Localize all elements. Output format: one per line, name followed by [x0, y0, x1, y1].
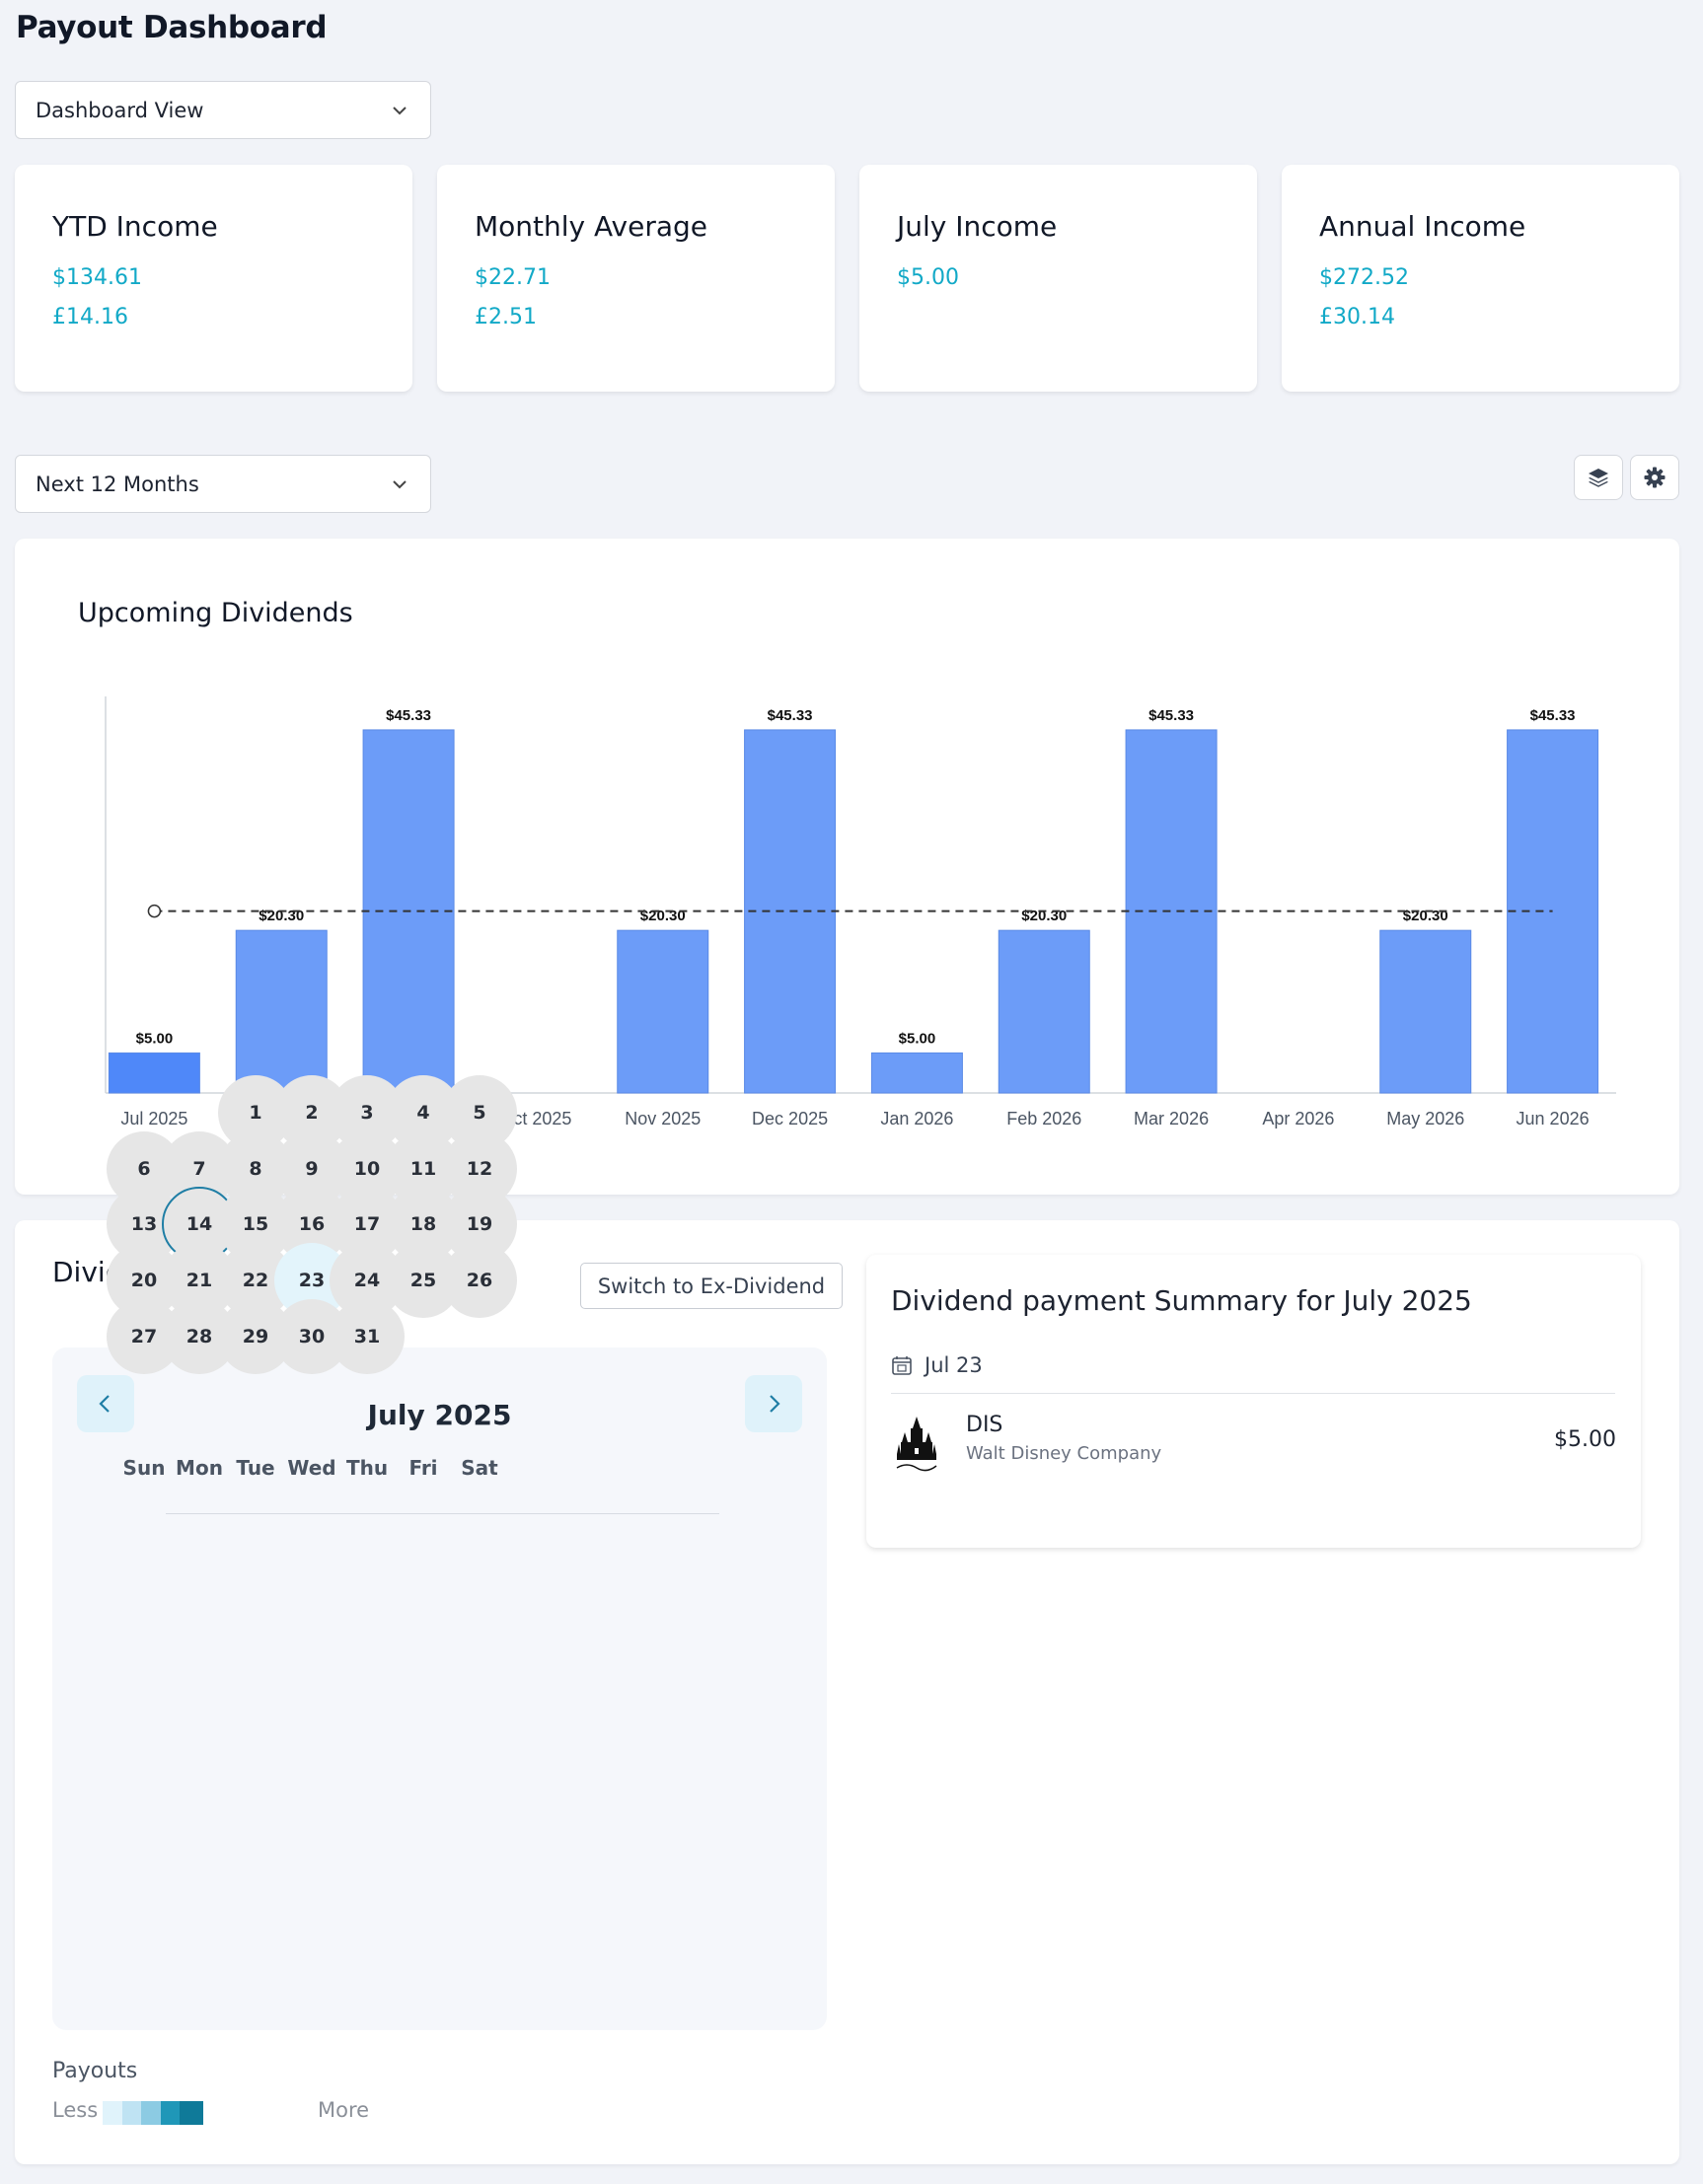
bar-value-label: $45.33	[1148, 707, 1194, 724]
bar-value-label: $5.00	[899, 1030, 936, 1047]
switch-ex-dividend-button[interactable]: Switch to Ex-Dividend	[580, 1263, 843, 1309]
legend-swatch	[180, 2101, 203, 2125]
dividend-calendar-card: Dividend Calendar Switch to Ex-Dividend …	[15, 1075, 1679, 2164]
stat-value-gbp: £14.16	[52, 305, 128, 329]
x-tick-label: Dec 2025	[752, 1109, 828, 1128]
next-month-button[interactable]	[745, 1375, 802, 1432]
calendar-day[interactable]: 30	[274, 1299, 349, 1374]
weekday-label: Fri	[408, 1456, 438, 1480]
view-select[interactable]: Dashboard View	[15, 81, 431, 139]
holding-company: Walt Disney Company	[966, 1443, 1162, 1464]
layers-button[interactable]	[1574, 455, 1623, 500]
weekday-label: Sun	[122, 1456, 166, 1480]
stat-value-usd: $134.61	[52, 265, 142, 290]
bar-value-label: $45.33	[1530, 707, 1576, 724]
stat-card-ytd: YTD Income $134.61 £14.16	[15, 165, 412, 392]
x-tick-label: Feb 2026	[1006, 1109, 1081, 1128]
x-tick-label: Jan 2026	[880, 1109, 953, 1128]
settings-button[interactable]	[1630, 455, 1679, 500]
calendar-day[interactable]: 26	[442, 1243, 517, 1318]
payment-summary-card: Dividend payment Summary for July 2025 J…	[866, 1255, 1641, 1548]
weekday-label: Sat	[461, 1456, 498, 1480]
weekday-label: Thu	[345, 1456, 389, 1480]
chevron-down-icon	[393, 107, 407, 115]
bar-value-label: $45.33	[768, 707, 813, 724]
holding-amount: $5.00	[1554, 1427, 1616, 1452]
calendar-divider	[166, 1513, 719, 1514]
view-select-value: Dashboard View	[36, 98, 204, 122]
chart-title: Upcoming Dividends	[78, 598, 353, 628]
disney-logo	[896, 1417, 937, 1472]
stat-value-usd: $5.00	[897, 265, 959, 290]
stat-value-gbp: £30.14	[1319, 305, 1395, 329]
weekday-label: Tue	[236, 1456, 275, 1480]
stat-title: Annual Income	[1319, 210, 1526, 243]
gear-icon	[1644, 467, 1666, 488]
period-select[interactable]: Next 12 Months	[15, 455, 431, 513]
stat-title: Monthly Average	[475, 210, 707, 243]
bar-value-label: $20.30	[640, 908, 686, 924]
bar-nov-2025[interactable]	[617, 929, 709, 1094]
stat-title: July Income	[897, 210, 1058, 243]
layers-icon	[1589, 469, 1608, 487]
chevron-right-icon	[770, 1395, 780, 1413]
bar-aug-2025[interactable]	[235, 929, 328, 1094]
summary-date: Jul 23	[925, 1353, 983, 1377]
legend-more-label: More	[318, 2098, 370, 2122]
x-tick-label: Apr 2026	[1262, 1109, 1334, 1128]
calendar-day[interactable]: 31	[330, 1299, 405, 1374]
summary-divider	[891, 1393, 1615, 1394]
holding-ticker: DIS	[966, 1413, 1003, 1437]
chevron-down-icon	[393, 480, 407, 489]
legend-title: Payouts	[52, 2059, 138, 2083]
calendar-day[interactable]: 29	[218, 1299, 293, 1374]
weekday-label: Wed	[287, 1456, 336, 1480]
calendar-icon	[892, 1356, 912, 1375]
x-tick-label: Jun 2026	[1517, 1109, 1590, 1128]
x-tick-label: Oct 2025	[499, 1109, 571, 1128]
bar-feb-2026[interactable]	[998, 929, 1090, 1094]
summary-title: Dividend payment Summary for July 2025	[891, 1284, 1472, 1317]
bar-jan-2026[interactable]	[870, 1052, 963, 1094]
x-tick-label: Jul 2025	[120, 1109, 187, 1128]
legend-less-label: Less	[52, 2098, 99, 2122]
bar-may-2026[interactable]	[1379, 929, 1472, 1094]
average-marker	[147, 904, 162, 918]
x-tick-label: Mar 2026	[1134, 1109, 1209, 1128]
stat-value-usd: $272.52	[1319, 265, 1409, 290]
stat-title: YTD Income	[52, 210, 218, 243]
stat-card-annual-income: Annual Income $272.52 £30.14	[1282, 165, 1679, 392]
bar-value-label: $5.00	[136, 1030, 174, 1047]
bar-value-label: $45.33	[386, 707, 431, 724]
prev-month-button[interactable]	[77, 1375, 134, 1432]
calendar-month-label: July 2025	[367, 1399, 512, 1431]
weekday-label: Mon	[176, 1456, 223, 1480]
x-tick-label: Nov 2025	[625, 1109, 701, 1128]
stat-value-gbp: £2.51	[475, 305, 537, 329]
period-select-value: Next 12 Months	[36, 472, 199, 496]
bar-jul-2025[interactable]	[108, 1052, 200, 1094]
calendar-widget: July 2025 Sun Mon Tue Wed Thu Fri Sat 1 2 3 4 5 6 7 8 9…	[52, 1075, 827, 2030]
page-title: Payout Dashboard	[16, 10, 328, 45]
chevron-left-icon	[99, 1395, 110, 1413]
stat-card-july-income: July Income $5.00	[859, 165, 1257, 392]
x-tick-label: May 2026	[1386, 1109, 1464, 1128]
stat-card-monthly-average: Monthly Average $22.71 £2.51	[437, 165, 835, 392]
summary-date-row: Jul 23	[891, 1353, 983, 1377]
stat-value-usd: $22.71	[475, 265, 551, 290]
